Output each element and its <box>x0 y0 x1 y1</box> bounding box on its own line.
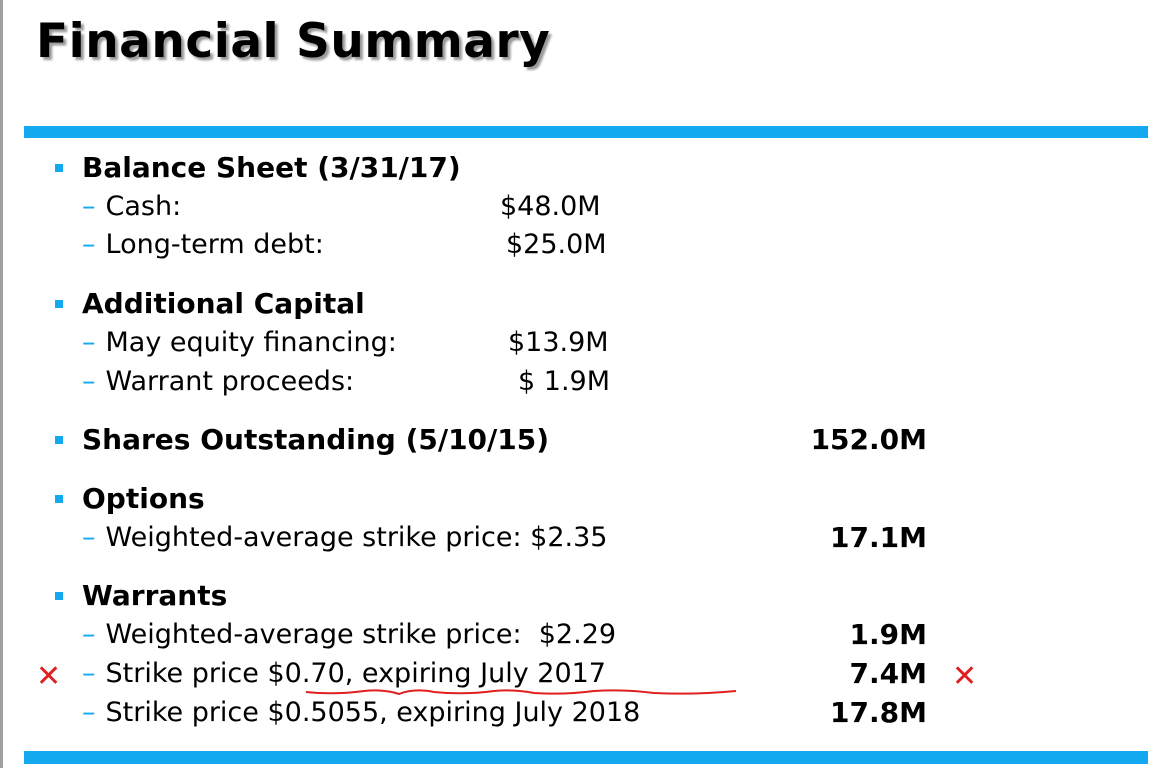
bullet-icon <box>55 300 63 308</box>
debt-label: – Long-term debt: <box>82 227 324 263</box>
strike-x-left-icon: ✕ <box>36 659 62 694</box>
dash-icon: – <box>82 191 96 222</box>
label: Strike price $0.70, expiring July 2017 <box>105 658 606 689</box>
dash-icon: – <box>82 229 96 260</box>
label: Weighted-average strike price: $2.29 <box>105 619 617 650</box>
shares-heading: Shares Outstanding (5/10/15) <box>82 423 550 456</box>
bullet-icon <box>55 592 63 600</box>
label: Strike price $0.5055, expiring July 2018 <box>105 697 641 728</box>
balance-sheet-heading: Balance Sheet (3/31/17) <box>82 151 461 184</box>
warrant-proceeds-value: $ 1.9M <box>518 366 610 397</box>
warrants-2017-label: – Strike price $0.70, expiring July 2017 <box>82 656 606 692</box>
debt-value: $25.0M <box>506 229 607 260</box>
bullet-icon <box>55 495 63 503</box>
bottom-divider <box>24 751 1148 764</box>
dash-icon: – <box>82 522 96 553</box>
warrant-proceeds-label: – Warrant proceeds: <box>82 364 354 400</box>
options-amount: 17.1M <box>830 521 927 554</box>
equity-label: – May equity financing: <box>82 325 397 361</box>
dash-icon: – <box>82 327 96 358</box>
strike-x-right-icon: ✕ <box>952 659 978 694</box>
warrants-2018-label: – Strike price $0.5055, expiring July 201… <box>82 695 640 731</box>
label: Weighted-average strike price: $2.35 <box>105 522 608 553</box>
warrants-heading: Warrants <box>82 579 228 612</box>
equity-value: $13.9M <box>508 327 609 358</box>
slide-left-border <box>0 0 3 768</box>
warrants-avg-amount: 1.9M <box>849 618 927 651</box>
top-divider <box>24 126 1148 138</box>
options-heading: Options <box>82 482 205 515</box>
warrants-2017-amount: 7.4M <box>849 657 927 690</box>
cash-label: – Cash: <box>82 189 181 225</box>
label: Cash: <box>105 191 182 222</box>
cash-value: $48.0M <box>500 191 601 222</box>
red-squiggle-underline <box>305 689 737 696</box>
page-title: Financial Summary <box>36 14 551 69</box>
dash-icon: – <box>82 366 96 397</box>
dash-icon: – <box>82 697 96 728</box>
dash-icon: – <box>82 619 96 650</box>
label: May equity financing: <box>105 327 397 358</box>
bullet-icon <box>55 164 63 172</box>
options-strike-label: – Weighted-average strike price: $2.35 <box>82 520 607 556</box>
warrants-avg-label: – Weighted-average strike price: $2.29 <box>82 617 616 653</box>
dash-icon: – <box>82 658 96 689</box>
additional-capital-heading: Additional Capital <box>82 287 365 320</box>
label: Warrant proceeds: <box>105 366 355 397</box>
warrants-2018-amount: 17.8M <box>830 696 927 729</box>
shares-amount: 152.0M <box>810 423 927 456</box>
label: Long-term debt: <box>105 229 324 260</box>
bullet-icon <box>55 436 63 444</box>
